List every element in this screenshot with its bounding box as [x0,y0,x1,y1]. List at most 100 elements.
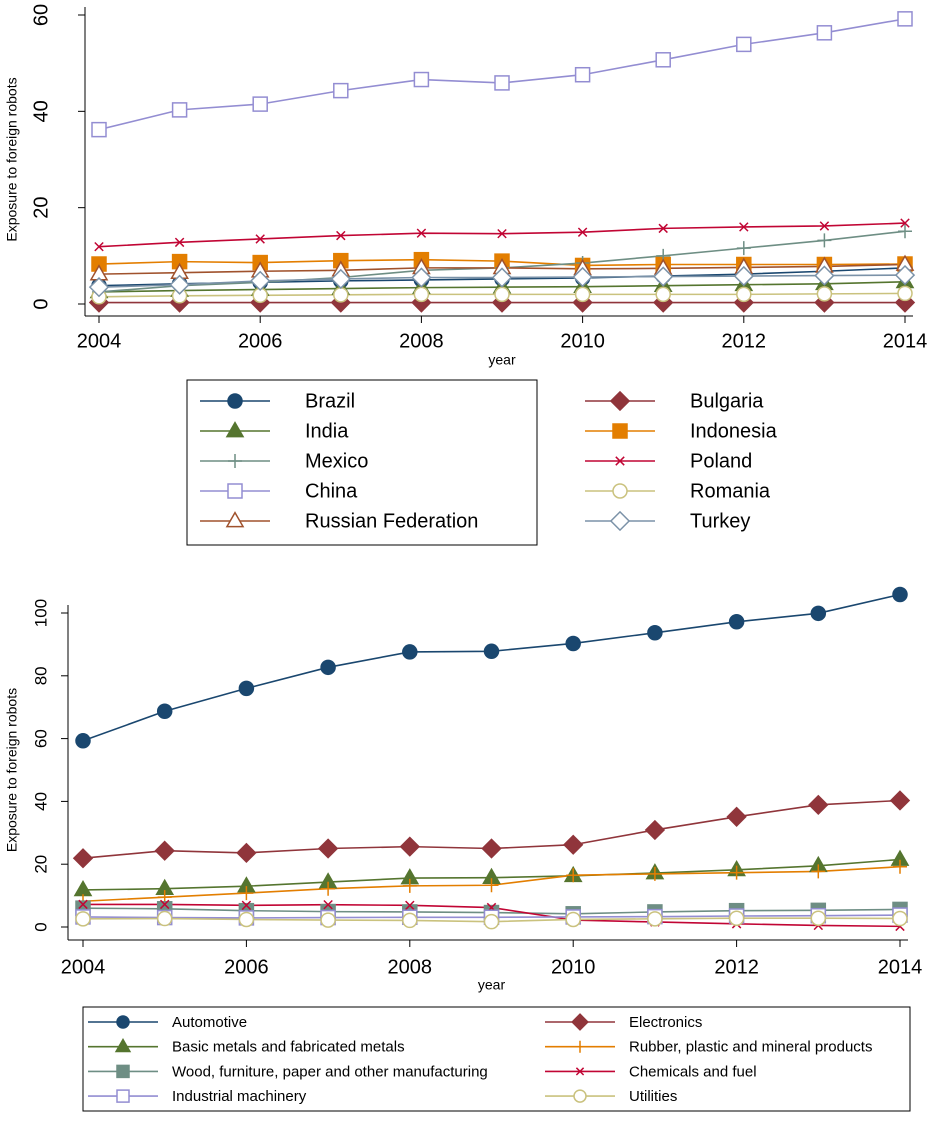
data-point [726,806,747,827]
y-tick-label: 60 [31,729,50,748]
legend-label: Indonesia [690,420,778,442]
data-point [483,643,500,660]
legend-marker [573,1089,587,1103]
data-point [565,911,581,928]
data-point [653,266,674,287]
data-point [819,221,830,231]
legend-label: Electronics [629,1014,702,1031]
data-point [238,680,255,697]
x-tick-label: 2012 [722,330,767,352]
data-point [898,224,912,239]
y-tick-label: 0 [31,922,50,931]
data-point [317,838,339,859]
data-point [494,286,510,303]
data-point [171,102,188,118]
legend-label: Wood, furniture, paper and other manufac… [172,1063,488,1080]
legend-marker [575,1067,585,1076]
data-point [411,267,432,288]
data-point [497,228,507,239]
x-tick-label: 2012 [714,956,759,978]
data-point [238,911,255,928]
legend-label: Bulgaria [690,390,764,412]
data-point [728,910,745,926]
data-point [655,52,671,68]
data-point [75,733,91,749]
data-point [894,264,916,286]
legend-marker [227,483,243,499]
legend-label: Automotive [172,1014,247,1031]
series-line [98,222,906,248]
data-point [336,230,346,241]
data-point [416,228,427,238]
legend-label: Poland [690,450,752,472]
series-line [82,593,901,742]
data-point [900,218,910,228]
data-point [574,286,591,303]
data-point [736,241,751,256]
legend-label: Brazil [305,390,355,412]
data-point [897,11,913,27]
data-point [491,267,513,288]
legend-marker [116,1089,130,1103]
data-point [647,625,663,641]
data-point [893,859,907,874]
data-point [897,285,913,302]
data-point [658,223,668,234]
data-point [402,912,418,929]
data-point [323,899,333,910]
y-tick-label: 60 [30,4,52,26]
y-axis-label: Exposure to foreign robots [4,77,20,241]
data-point [644,819,666,841]
legend-label: Romania [690,480,771,502]
x-tick-label: 2006 [224,956,269,978]
y-tick-label: 0 [30,298,52,309]
data-point [563,834,584,855]
y-tick-label: 80 [31,666,50,685]
legend-marker [228,454,242,468]
data-point [156,703,173,720]
data-point [94,241,104,252]
data-point [320,659,336,676]
data-point [402,644,418,660]
data-point [729,865,744,880]
data-point [739,222,749,232]
data-point [156,910,173,927]
data-point [239,886,254,901]
data-point [810,910,827,926]
legend-label: India [305,420,349,442]
data-point [733,265,754,287]
data-point [736,286,752,303]
data-point [413,286,430,303]
legend-label: Rubber, plastic and mineral products [629,1039,872,1056]
legend-marker [114,1037,132,1053]
data-point [236,842,257,864]
x-tick-label: 2008 [399,330,444,352]
data-point [484,878,499,893]
data-point [399,836,420,857]
legend-marker [612,483,628,499]
data-point [405,900,415,911]
data-point [736,36,752,53]
data-point [655,286,671,303]
data-point [572,266,593,288]
data-point [333,287,349,303]
data-point [565,635,581,652]
legend-marker [225,421,245,438]
data-point [566,868,581,883]
data-point [320,912,336,928]
data-point [816,25,833,41]
data-point [889,790,911,811]
legend-label: Basic metals and fabricated metals [172,1039,405,1056]
legend-marker [615,456,625,466]
data-point [402,878,417,893]
data-point [574,66,591,83]
x-tick-label: 2008 [388,956,433,978]
legend-marker [116,1064,130,1079]
data-point [75,911,91,927]
legend-marker [225,511,245,528]
data-point [483,913,500,930]
legend-marker [609,390,631,412]
data-point [892,586,908,603]
